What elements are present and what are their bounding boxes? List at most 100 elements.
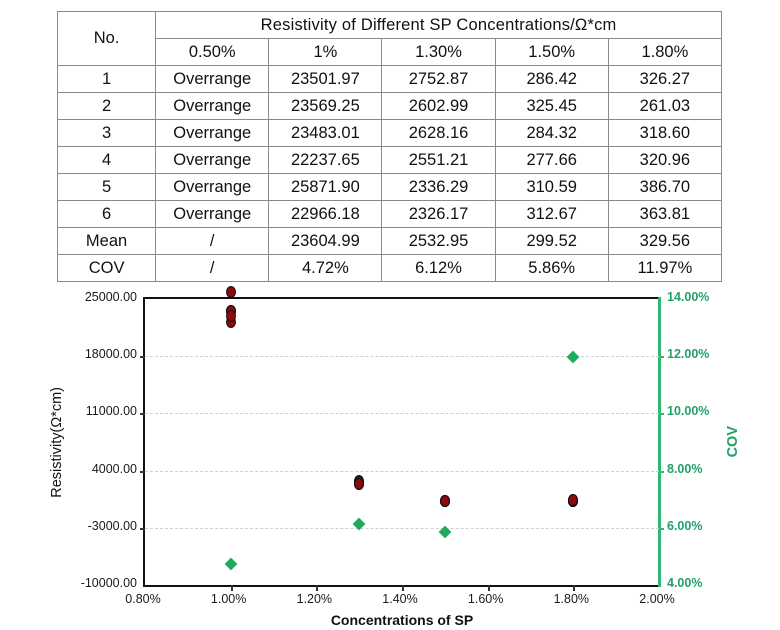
gridline <box>145 356 659 358</box>
resistivity-data-point <box>568 494 579 507</box>
gridline <box>145 527 659 529</box>
x-axis-tick <box>230 585 233 591</box>
cell: 325.45 <box>494 92 609 120</box>
y-axis-tick <box>140 356 145 359</box>
cell: 23569.25 <box>268 92 383 120</box>
cell: 2551.21 <box>381 146 496 174</box>
cell: 2752.87 <box>381 65 496 93</box>
cell: 2326.17 <box>381 200 496 228</box>
gridline <box>145 413 659 415</box>
x-axis-tick-label: 1.80% <box>553 592 590 606</box>
y-axis-tick <box>140 527 145 530</box>
table-row: 2 Overrange 23569.25 2602.99 325.45 261.… <box>56 92 723 120</box>
row-label: 4 <box>56 146 157 174</box>
cell: 261.03 <box>607 92 723 120</box>
cell: 23604.99 <box>268 227 383 255</box>
table-header-row-columns: 0.50% 1% 1.30% 1.50% 1.80% <box>58 38 723 66</box>
cell: 11.97% <box>607 254 723 282</box>
plot-area <box>140 285 664 591</box>
cell: Overrange <box>155 119 270 147</box>
table-row-mean: Mean / 23604.99 2532.95 299.52 329.56 <box>56 227 723 255</box>
resistivity-data-point <box>439 494 450 507</box>
cell: 277.66 <box>494 146 609 174</box>
cell: 23483.01 <box>268 119 383 147</box>
cell: Overrange <box>155 173 270 201</box>
cell: Overrange <box>155 146 270 174</box>
secondary-y-axis-tick <box>659 470 664 473</box>
cell: 329.56 <box>607 227 723 255</box>
x-axis-tick-label: 2.00% <box>639 592 675 606</box>
secondary-y-axis-tick-label: 8.00% <box>667 461 703 476</box>
row-label: 2 <box>56 92 157 120</box>
row-label: 5 <box>56 173 157 201</box>
column-header-3: 1.50% <box>494 38 609 66</box>
x-axis-tick-label: 1.40% <box>382 592 418 606</box>
secondary-y-axis-tick-label: 6.00% <box>667 518 703 533</box>
cell: 6.12% <box>381 254 496 282</box>
secondary-y-axis-tick <box>659 356 664 359</box>
x-axis-tick-label: 0.80% <box>125 592 161 606</box>
cell: 386.70 <box>607 173 723 201</box>
column-header-1: 1% <box>268 38 383 66</box>
resistivity-data-point <box>225 309 236 322</box>
cell: 23501.97 <box>268 65 383 93</box>
secondary-y-axis-tick <box>659 413 664 416</box>
cov-data-point <box>352 517 366 531</box>
y-axis-tick <box>140 470 145 473</box>
x-axis-title: Concentrations of SP <box>330 612 474 628</box>
x-axis-tick <box>402 585 404 591</box>
gridline <box>145 470 659 472</box>
resistivity-table: No. Resistivity of Different SP Concentr… <box>56 11 723 282</box>
table-corner-header: No. <box>56 11 157 66</box>
row-label: 1 <box>56 65 157 93</box>
cell: 318.60 <box>607 119 723 147</box>
cell: 4.72% <box>268 254 383 282</box>
cell: 286.42 <box>494 65 609 93</box>
column-header-0: 0.50% <box>155 38 270 66</box>
cell: / <box>155 227 270 255</box>
x-axis-tick-label: 1.00% <box>210 592 247 606</box>
cell: Overrange <box>155 92 270 120</box>
row-label: Mean <box>56 227 157 255</box>
secondary-y-axis-tick <box>659 527 664 530</box>
cell: 284.32 <box>494 119 609 147</box>
cell: 25871.90 <box>268 173 383 201</box>
cell: 2532.95 <box>381 227 496 255</box>
cell: 2336.29 <box>381 173 496 201</box>
row-label: 6 <box>56 200 157 228</box>
table-header: No. Resistivity of Different SP Concentr… <box>56 11 723 66</box>
cell: / <box>155 254 270 282</box>
y-axis-tick-labels: -10000.00 -3000.00 4000.00 11000.00 18000.00… <box>0 290 143 590</box>
column-header-4: 1.80% <box>607 38 723 66</box>
table-row-cov: COV / 4.72% 6.12% 5.86% 11.97% <box>56 254 723 282</box>
y-axis-tick <box>140 413 145 416</box>
secondary-y-axis-tick-label: 10.00% <box>667 404 710 419</box>
table-row: 5 Overrange 25871.90 2336.29 310.59 386.… <box>56 173 723 201</box>
cell: 363.81 <box>607 200 723 228</box>
table-header-row-title: No. Resistivity of Different SP Concentr… <box>56 11 722 66</box>
secondary-y-axis-tick-label: 4.00% <box>667 576 703 590</box>
cell: 299.52 <box>494 227 609 255</box>
cell: Overrange <box>155 200 270 228</box>
x-axis-tick <box>316 585 319 591</box>
cell: 5.86% <box>494 254 609 282</box>
x-axis-tick <box>487 585 490 591</box>
y-axis-tick-label: 4000.00 <box>91 461 137 476</box>
table-row: 1 Overrange 23501.97 2752.87 286.42 326.… <box>56 65 723 93</box>
secondary-y-axis-tick-labels: 4.00% 6.00% 8.00% 10.00% 12.00% 14.00% <box>661 290 780 590</box>
cov-data-point <box>224 558 238 571</box>
cov-data-point <box>566 350 580 364</box>
column-header-2: 1.30% <box>381 38 496 66</box>
cell: 2602.99 <box>381 92 496 120</box>
resistivity-data-point <box>354 478 365 491</box>
y-axis-tick-label: -3000.00 <box>87 518 137 533</box>
x-axis-tick <box>573 585 576 591</box>
y-axis-tick-label: -10000.00 <box>80 576 137 590</box>
cell: 22966.18 <box>268 200 383 228</box>
cell: 310.59 <box>494 173 609 201</box>
y-axis-tick-label: 18000.00 <box>84 347 137 362</box>
cell: 2628.16 <box>381 119 496 147</box>
table-title-header: Resistivity of Different SP Concentratio… <box>155 11 722 39</box>
x-axis-tick-label: 1.60% <box>467 592 504 606</box>
row-label: 3 <box>56 119 157 147</box>
